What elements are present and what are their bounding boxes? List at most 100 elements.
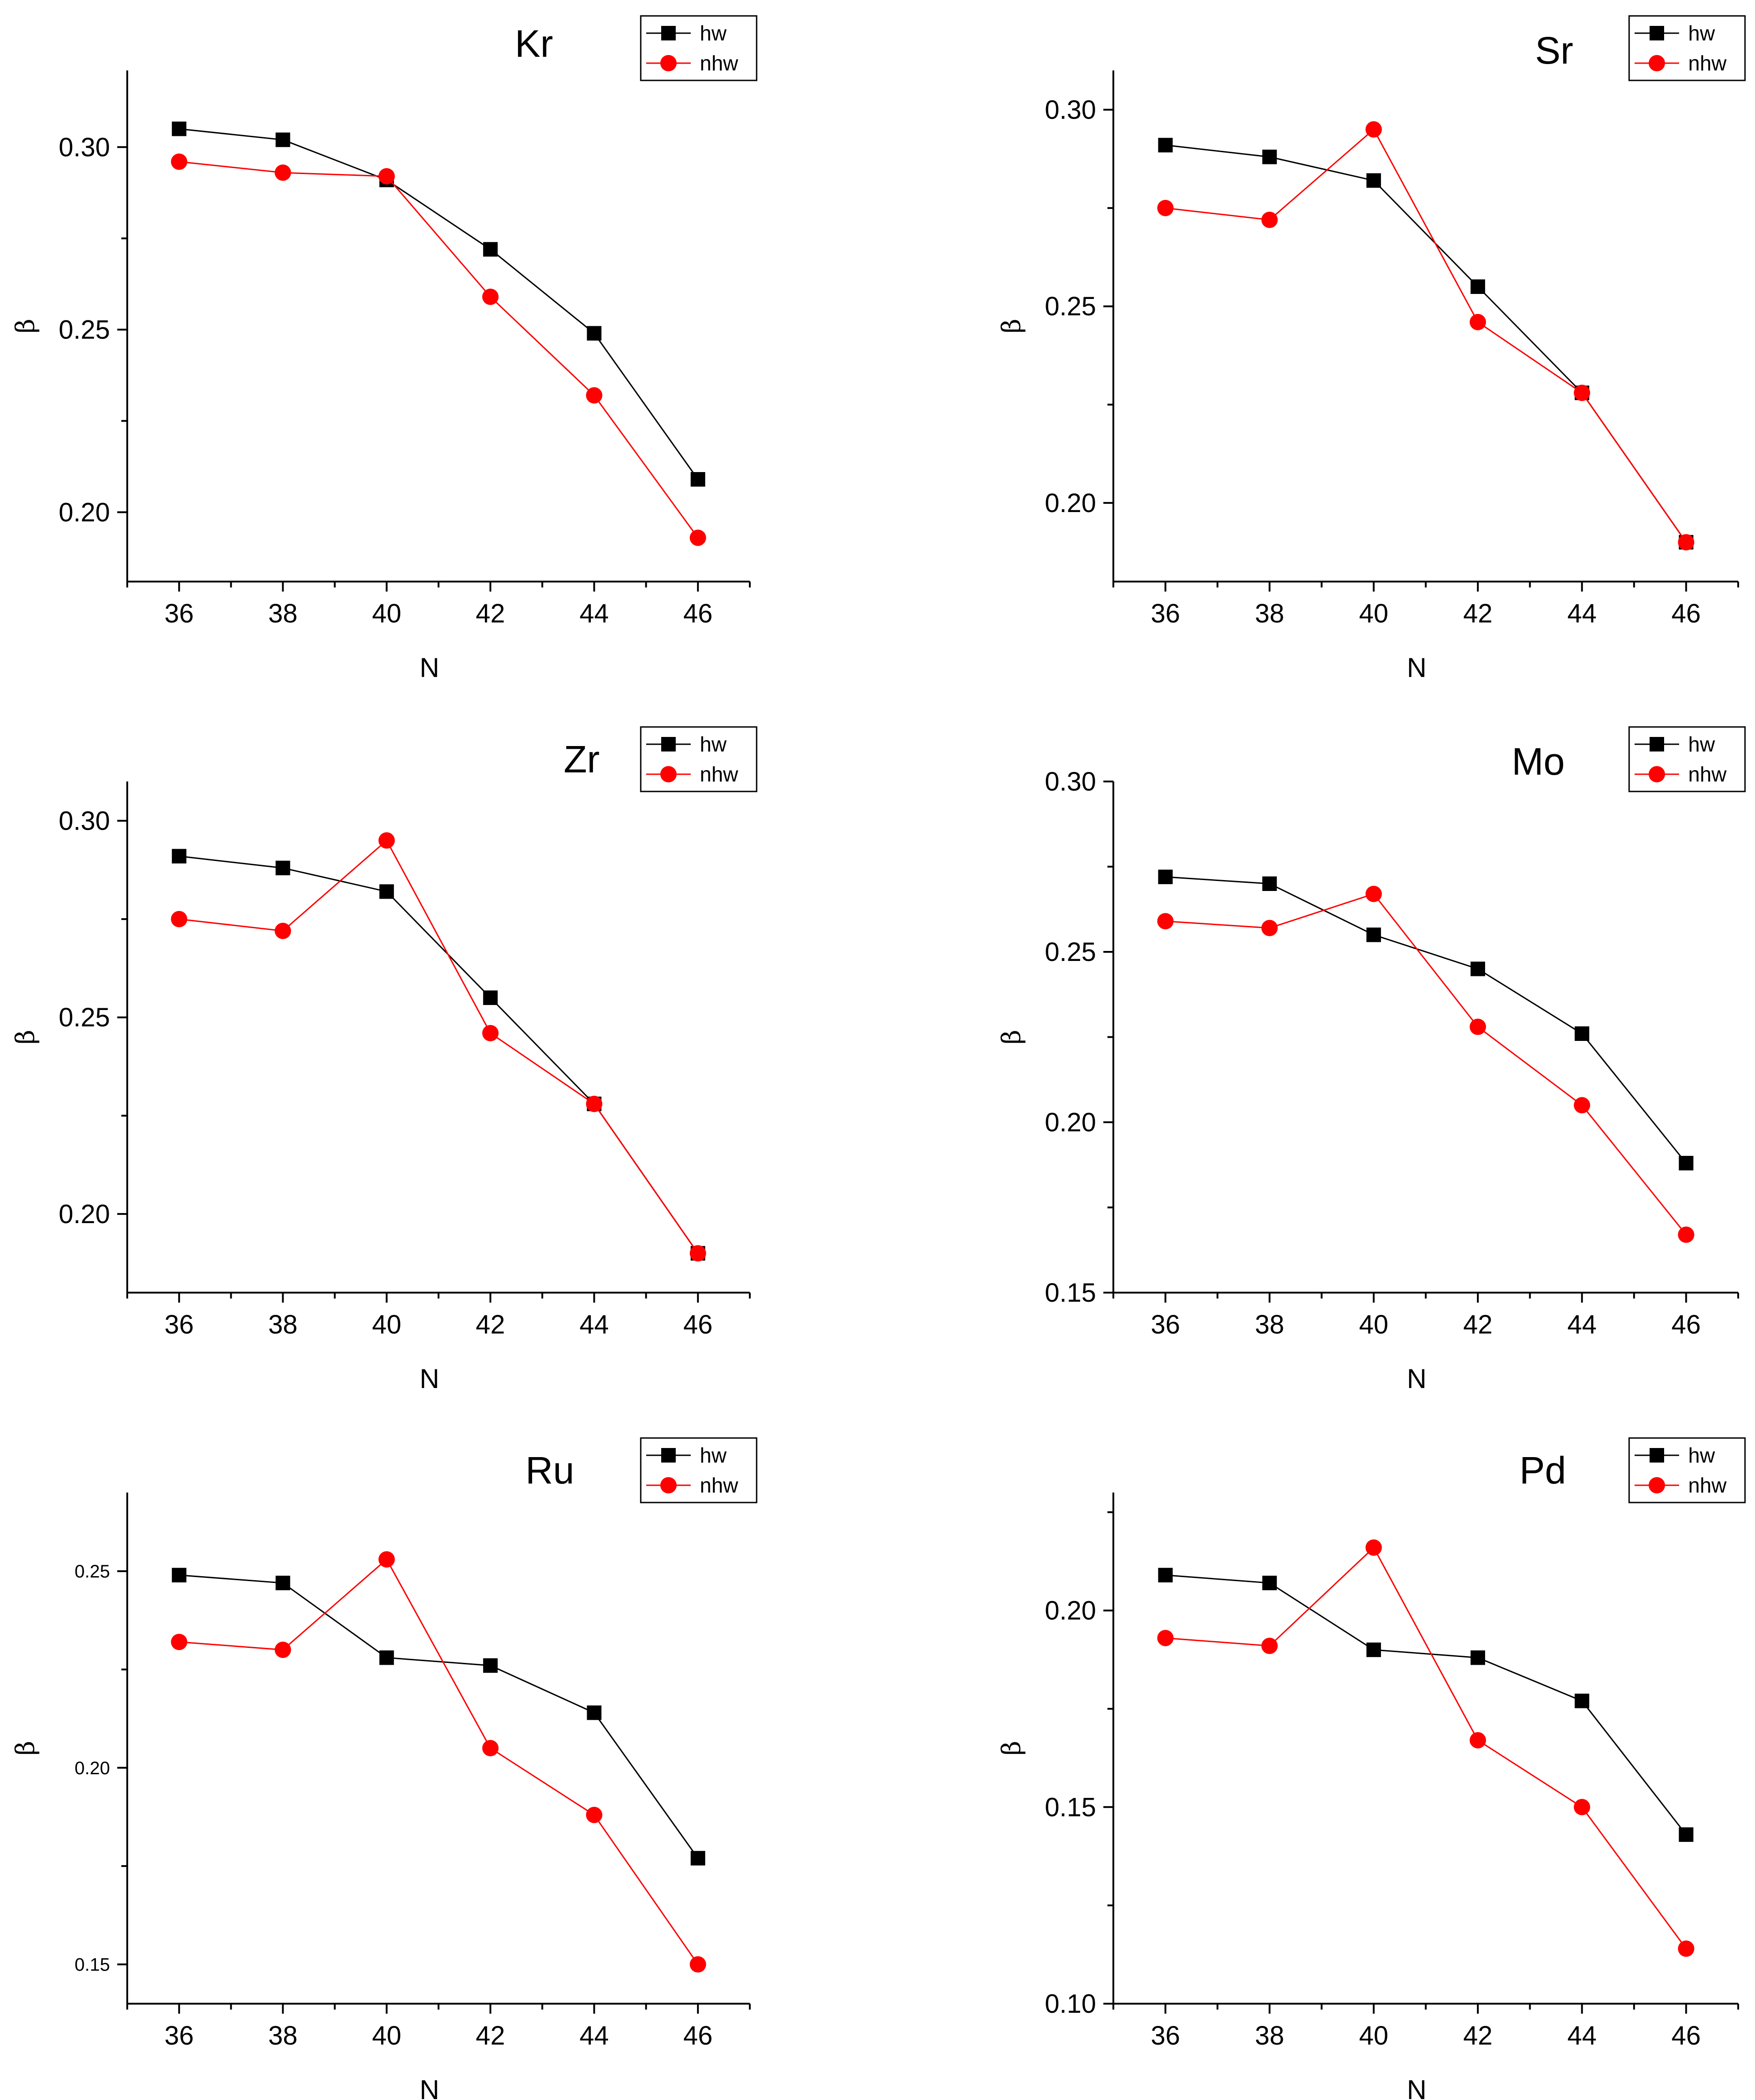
x-tick-label: 44 [1567, 2021, 1597, 2050]
data-point-nhw [378, 832, 395, 849]
legend-label-nhw: nhw [1688, 762, 1727, 786]
y-axis-label: β [11, 1741, 40, 1755]
y-axis-label: β [997, 1030, 1027, 1044]
x-tick-label: 42 [1463, 2021, 1493, 2050]
data-point-nhw [586, 387, 603, 404]
legend-label-hw: hw [700, 21, 727, 45]
y-tick-label: 0.30 [1045, 767, 1096, 796]
data-point-nhw [378, 1551, 395, 1568]
x-tick-label: 38 [1255, 2021, 1284, 2050]
data-point-nhw [1365, 1539, 1382, 1556]
data-point-hw [483, 242, 498, 257]
x-tick-label: 46 [683, 599, 713, 628]
y-tick-label: 0.20 [1045, 488, 1096, 518]
data-point-hw [1366, 927, 1381, 942]
series-line-hw [1165, 876, 1687, 1164]
y-tick-label: 0.20 [59, 1199, 110, 1229]
series-nhw [171, 832, 706, 1262]
data-point-nhw [1261, 1637, 1278, 1654]
series-nhw [171, 1551, 706, 1973]
y-tick-label: 0.20 [75, 1758, 110, 1778]
data-point-hw [1471, 961, 1486, 976]
x-tick-label: 42 [476, 2021, 505, 2050]
legend-marker-nhw [660, 766, 677, 782]
x-axis-label: N [419, 2075, 439, 2100]
y-tick-label: 0.30 [1045, 95, 1096, 125]
x-tick-label: 40 [372, 2021, 402, 2050]
x-tick-label: 40 [1359, 599, 1389, 628]
data-point-nhw [1470, 314, 1486, 330]
data-point-hw [483, 1658, 498, 1673]
data-point-nhw [1678, 1226, 1695, 1243]
x-tick-label: 46 [683, 2021, 713, 2050]
data-point-nhw [1365, 121, 1382, 138]
data-point-hw [172, 1568, 187, 1582]
legend: hw nhw [640, 726, 758, 792]
series-hw [1158, 870, 1694, 1170]
x-tick-label: 44 [579, 1310, 609, 1339]
series-nhw [1157, 886, 1695, 1243]
legend-marker-hw [1650, 1448, 1664, 1463]
series-hw [172, 849, 705, 1261]
series-line-nhw [1165, 1546, 1687, 1949]
data-point-nhw [586, 1095, 603, 1112]
legend-marker-nhw [660, 1477, 677, 1493]
data-point-nhw [1470, 1019, 1486, 1035]
data-point-nhw [1574, 1097, 1590, 1114]
data-point-nhw [171, 911, 188, 927]
data-point-hw [275, 1576, 290, 1591]
legend-label-nhw: nhw [1688, 1473, 1727, 1497]
legend-marker-hw [661, 737, 676, 751]
data-point-hw [1262, 1576, 1277, 1591]
y-tick-label: 0.15 [75, 1955, 110, 1975]
data-point-hw [1471, 279, 1486, 294]
series-line-hw [179, 855, 699, 1254]
y-tick-label: 0.15 [1045, 1792, 1096, 1822]
series-line-hw [1165, 1574, 1687, 1835]
legend: hw nhw [640, 15, 758, 81]
series-line-hw [179, 1574, 699, 1859]
x-tick-label: 38 [1255, 1310, 1284, 1339]
data-point-hw [1158, 1568, 1173, 1582]
legend-box [640, 726, 758, 792]
legend-label-nhw: nhw [700, 762, 738, 786]
legend-box [1628, 1437, 1746, 1503]
panel-title: Kr [515, 22, 553, 65]
data-point-nhw [1574, 384, 1590, 401]
panel-title: Mo [1512, 740, 1565, 783]
series-line-nhw [1165, 893, 1687, 1235]
data-point-nhw [482, 1025, 499, 1041]
data-point-nhw [482, 1740, 499, 1757]
y-tick-label: 0.25 [1045, 292, 1096, 321]
series-line-nhw [179, 839, 699, 1254]
data-point-nhw [586, 1806, 603, 1823]
x-tick-label: 36 [165, 2021, 194, 2050]
legend-marker-nhw [1649, 55, 1665, 71]
data-point-hw [275, 861, 290, 876]
data-point-hw [587, 326, 602, 341]
data-point-nhw [378, 168, 395, 185]
series-nhw [1157, 1539, 1695, 1957]
panel-mo: 36 38 40 42 44 46 0.15 0.20 0.25 0.30 Nβ Mo hw nhw [997, 726, 1746, 1394]
data-point-hw [1158, 138, 1173, 153]
x-tick-label: 40 [1359, 2021, 1389, 2050]
data-point-hw [275, 132, 290, 147]
legend-box [1628, 15, 1746, 81]
legend-marker-hw [1650, 26, 1664, 40]
legend-marker-hw [661, 1448, 676, 1463]
x-tick-label: 46 [683, 1310, 713, 1339]
legend-marker-hw [1650, 737, 1664, 751]
data-point-hw [1366, 1642, 1381, 1657]
x-tick-label: 40 [1359, 1310, 1389, 1339]
data-point-hw [172, 121, 187, 136]
data-point-hw [690, 1851, 705, 1866]
x-tick-label: 42 [1463, 1310, 1493, 1339]
data-point-nhw [274, 164, 291, 181]
x-tick-label: 36 [1151, 599, 1180, 628]
data-point-hw [1679, 1156, 1694, 1170]
legend-label-nhw: nhw [700, 1473, 738, 1497]
data-point-hw [1158, 870, 1173, 884]
data-point-hw [379, 1650, 394, 1665]
legend: hw nhw [1628, 726, 1746, 792]
